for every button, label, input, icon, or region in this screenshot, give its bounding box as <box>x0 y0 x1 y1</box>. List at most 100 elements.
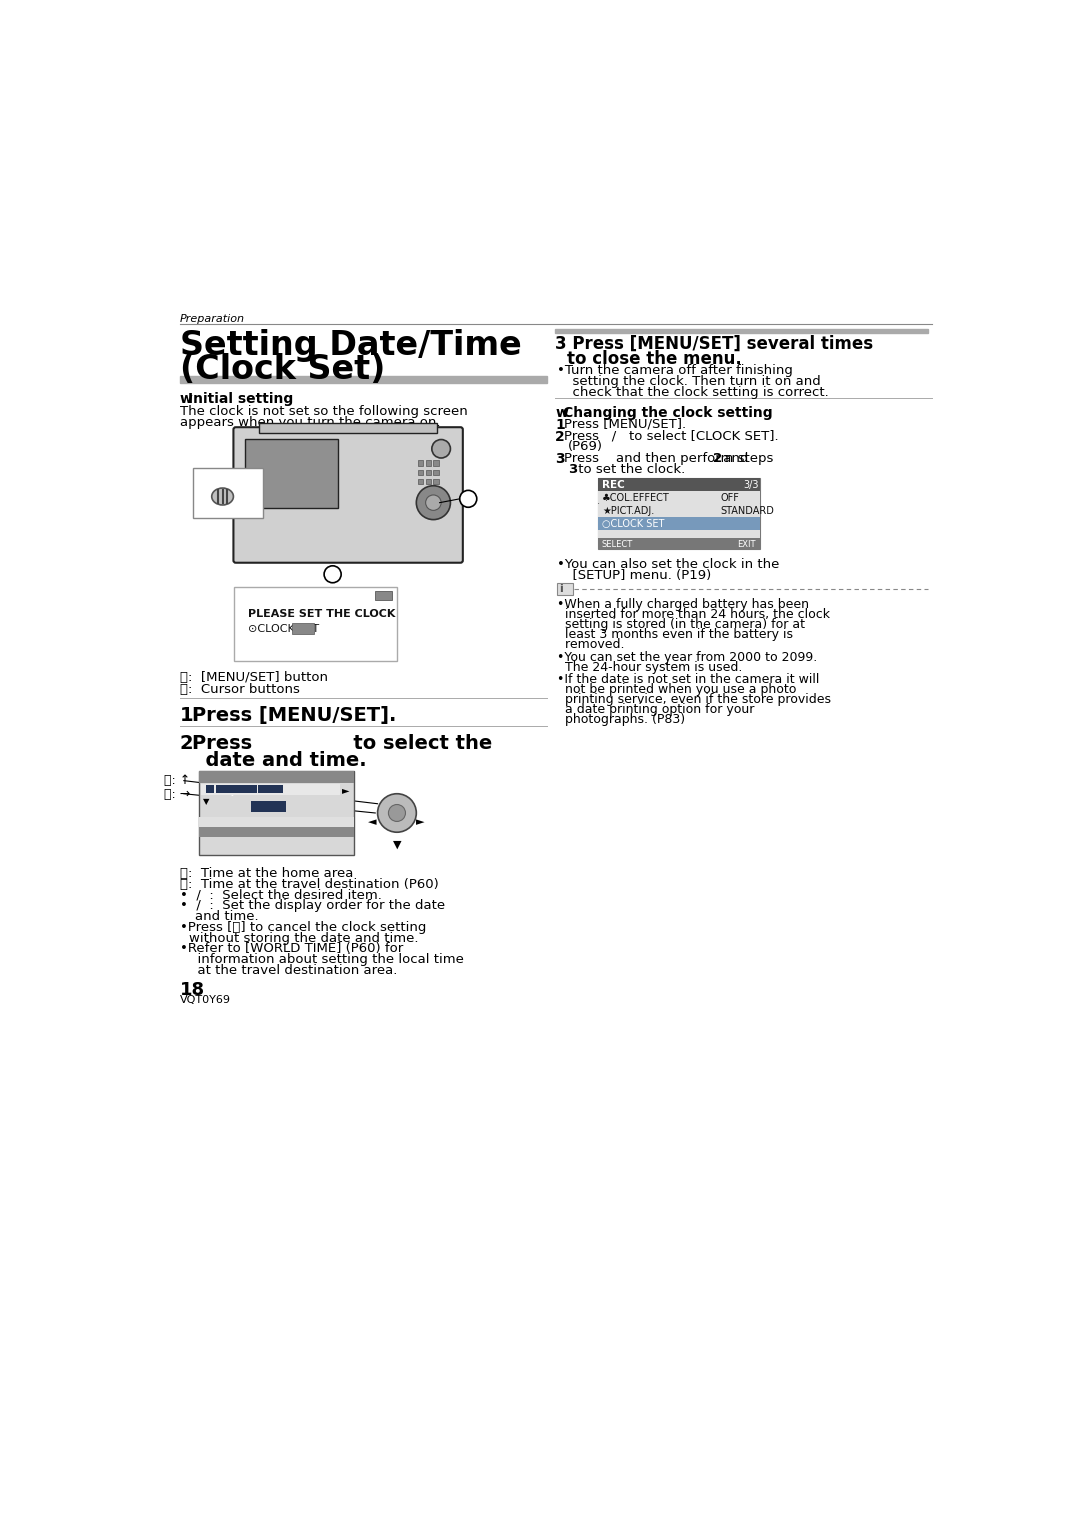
Text: w: w <box>555 406 568 420</box>
Text: Press    and then perform steps: Press and then perform steps <box>564 452 778 465</box>
Bar <box>259 423 437 432</box>
Text: ○CLOCK SET: ○CLOCK SET <box>603 519 664 530</box>
Text: (P69): (P69) <box>568 441 604 453</box>
Text: Ⓑ:  Time at the travel destination (P60): Ⓑ: Time at the travel destination (P60) <box>180 877 438 891</box>
Text: Ⓐ:  Time at the home area: Ⓐ: Time at the home area <box>180 867 353 881</box>
Text: without storing the date and time.: without storing the date and time. <box>189 931 419 945</box>
Bar <box>418 479 423 484</box>
Text: Press               to select the: Press to select the <box>192 734 492 752</box>
Circle shape <box>324 566 341 583</box>
Bar <box>193 468 262 517</box>
Bar <box>201 784 340 795</box>
Text: ⊙CLOCK SET: ⊙CLOCK SET <box>248 624 320 635</box>
Text: 2: 2 <box>713 452 723 465</box>
Text: EXIT: EXIT <box>738 540 756 549</box>
Text: 3: 3 <box>555 452 565 465</box>
Text: Ⓑ:  Cursor buttons: Ⓑ: Cursor buttons <box>180 682 300 696</box>
Text: [SETUP] menu. (P19): [SETUP] menu. (P19) <box>564 569 711 581</box>
Text: ♣COL.EFFECT: ♣COL.EFFECT <box>603 493 670 502</box>
Text: ▲: ▲ <box>393 794 402 804</box>
Bar <box>433 461 438 465</box>
Text: to close the menu.: to close the menu. <box>567 349 742 368</box>
Bar <box>426 470 431 475</box>
Text: The clock is not set so the following screen: The clock is not set so the following sc… <box>180 404 468 418</box>
Text: EXIT: EXIT <box>334 827 351 836</box>
Bar <box>597 539 760 549</box>
Bar <box>245 439 338 508</box>
Text: ▼: ▼ <box>203 797 210 806</box>
Text: STANDARD: STANDARD <box>720 505 774 516</box>
Text: Initial setting: Initial setting <box>189 392 294 406</box>
Text: •When a fully charged battery has been: •When a fully charged battery has been <box>557 598 809 610</box>
Text: check that the clock setting is correct.: check that the clock setting is correct. <box>564 386 828 398</box>
Text: ★PICT.ADJ.: ★PICT.ADJ. <box>603 505 654 516</box>
Text: 777: 777 <box>377 592 390 598</box>
Text: •You can also set the clock in the: •You can also set the clock in the <box>557 559 780 571</box>
Bar <box>557 583 572 595</box>
Bar <box>293 623 314 633</box>
Ellipse shape <box>212 488 233 505</box>
Bar <box>200 816 354 827</box>
Text: ▲: ▲ <box>203 784 210 794</box>
Text: •  /  :  Set the display order for the date: • / : Set the display order for the date <box>180 899 445 913</box>
Bar <box>248 786 257 794</box>
Bar <box>597 504 760 516</box>
Text: B: B <box>328 569 337 580</box>
Text: 2: 2 <box>555 429 565 444</box>
Text: REC: REC <box>603 479 625 490</box>
Text: OFF: OFF <box>197 485 220 494</box>
Text: PLEASE SET THE CLOCK: PLEASE SET THE CLOCK <box>248 609 395 620</box>
Text: 3/3: 3/3 <box>743 479 759 490</box>
Text: OFF: OFF <box>720 493 739 502</box>
Text: VQT0Y69: VQT0Y69 <box>180 995 231 1004</box>
Text: not be printed when you use a photo: not be printed when you use a photo <box>557 682 797 696</box>
Text: ⊙CLOCK SET: ⊙CLOCK SET <box>203 772 275 783</box>
Bar <box>200 771 354 783</box>
Bar <box>555 328 928 333</box>
Text: and: and <box>718 452 748 465</box>
Text: printing service, even if the store provides: printing service, even if the store prov… <box>557 693 832 707</box>
Bar <box>418 470 423 475</box>
Text: 3 Press [MENU/SET] several times: 3 Press [MENU/SET] several times <box>555 334 873 353</box>
Circle shape <box>389 804 405 821</box>
Circle shape <box>426 494 441 510</box>
Bar <box>258 786 283 794</box>
Text: •  /  :  Select the desired item.: • / : Select the desired item. <box>180 888 382 902</box>
Bar <box>234 588 397 661</box>
Bar <box>375 591 392 600</box>
Circle shape <box>432 439 450 458</box>
Text: ON: ON <box>238 485 256 494</box>
Text: Ⓐ:  [MENU/SET] button: Ⓐ: [MENU/SET] button <box>180 671 328 684</box>
Text: M/D/Y: M/D/Y <box>255 803 283 813</box>
Text: to set the clock.: to set the clock. <box>575 462 686 476</box>
Text: Press [MENU/SET].: Press [MENU/SET]. <box>192 707 396 725</box>
Text: 2006: 2006 <box>260 787 283 795</box>
Bar <box>230 786 249 794</box>
Text: least 3 months even if the battery is: least 3 months even if the battery is <box>557 629 794 641</box>
Bar <box>426 461 431 465</box>
Bar <box>252 801 286 812</box>
Text: a date printing option for your: a date printing option for your <box>557 703 755 716</box>
Text: SET: SET <box>271 827 285 836</box>
Text: setting the clock. Then turn it on and: setting the clock. Then turn it on and <box>564 375 821 388</box>
Text: A: A <box>464 494 472 504</box>
Text: setting is stored (in the camera) for at: setting is stored (in the camera) for at <box>557 618 806 632</box>
Bar <box>426 479 431 484</box>
Text: 1: 1 <box>251 787 256 795</box>
Text: information about setting the local time: information about setting the local time <box>189 954 464 966</box>
Text: photographs. (P83): photographs. (P83) <box>557 713 686 726</box>
Text: ▼: ▼ <box>393 839 402 848</box>
Text: SELECT: SELECT <box>202 827 230 836</box>
Text: SELECT: SELECT <box>602 540 633 549</box>
Text: 1: 1 <box>180 707 193 725</box>
Text: ►: ► <box>416 816 424 827</box>
Text: Ⓑ: →: Ⓑ: → <box>164 787 191 801</box>
Text: inserted for more than 24 hours, the clock: inserted for more than 24 hours, the clo… <box>557 609 831 621</box>
Circle shape <box>416 485 450 520</box>
Text: JAN: JAN <box>232 787 247 795</box>
Text: •Refer to [WORLD TIME] (P60) for: •Refer to [WORLD TIME] (P60) for <box>180 943 403 955</box>
Text: Press   /   to select [CLOCK SET].: Press / to select [CLOCK SET]. <box>564 429 779 443</box>
Text: and time.: and time. <box>195 909 259 923</box>
Text: 00: 00 <box>218 787 229 795</box>
Text: (Clock Set): (Clock Set) <box>180 354 386 386</box>
